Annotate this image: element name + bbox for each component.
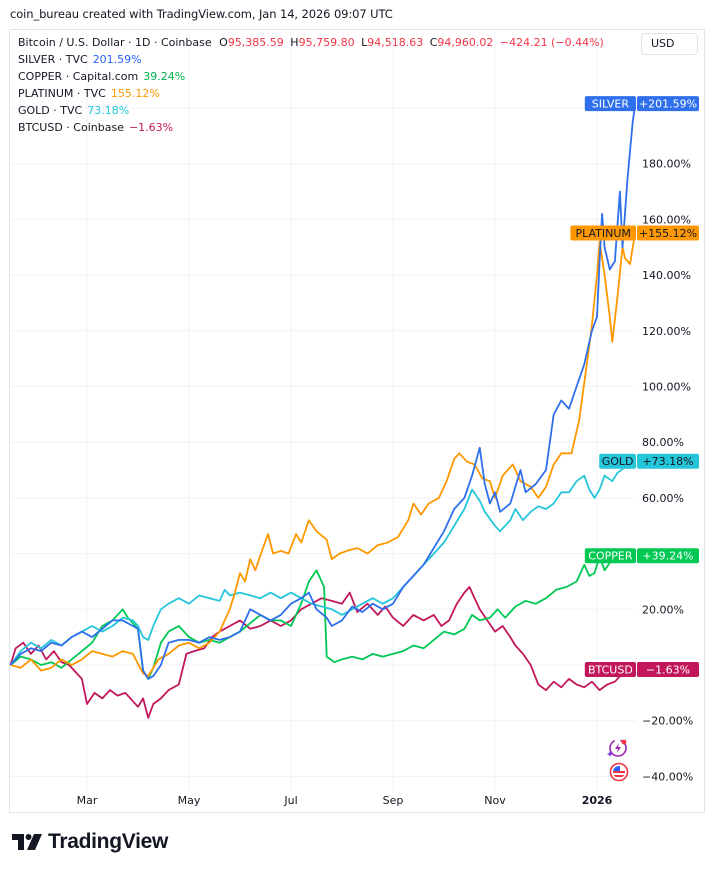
price-tag-gold: GOLD +73.18% bbox=[599, 453, 699, 469]
y-axis: 180.00% 160.00% 140.00% 120.00% 100.00% 80.00… bbox=[635, 30, 693, 790]
legend-value: −1.63% bbox=[128, 121, 174, 134]
series-line-gold[interactable] bbox=[9, 460, 636, 666]
y-tick-label: 180.00% bbox=[642, 158, 691, 171]
tag-value-box bbox=[637, 662, 699, 678]
low-value: 94,518.63 bbox=[367, 36, 424, 49]
legend-main-symbol[interactable]: Bitcoin / U.S. Dollar · 1D · Coinbase O9… bbox=[18, 34, 604, 51]
tag-name-box bbox=[584, 662, 636, 678]
price-tag-btcusd: BTCUSD −1.63% bbox=[584, 662, 699, 678]
tag-name-box bbox=[584, 96, 636, 112]
legend-label: PLATINUM · TVC bbox=[18, 87, 106, 100]
legend-label: SILVER · TVC bbox=[18, 53, 88, 66]
low-key: L bbox=[361, 36, 368, 49]
legend-label: BTCUSD · Coinbase bbox=[18, 121, 124, 134]
tag-name: SILVER bbox=[592, 98, 630, 111]
y-tick-label: −40.00% bbox=[642, 770, 693, 783]
tag-name-box bbox=[570, 225, 636, 241]
y-tick-label: 120.00% bbox=[642, 325, 691, 338]
y-tick-label: 140.00% bbox=[642, 269, 691, 282]
main-symbol-label: Bitcoin / U.S. Dollar · 1D · Coinbase bbox=[18, 36, 212, 49]
y-tick-label: 80.00% bbox=[642, 436, 684, 449]
tag-value-box bbox=[637, 453, 699, 469]
logo-text: TradingView bbox=[48, 830, 169, 853]
tradingview-logo-icon bbox=[12, 834, 42, 850]
high-value: 95,759.80 bbox=[298, 36, 355, 49]
series-line-silver[interactable] bbox=[9, 103, 637, 680]
open-value: 95,385.59 bbox=[227, 36, 284, 49]
y-tick-label: −20.00% bbox=[642, 715, 693, 728]
price-tag-platinum: PLATINUM +155.12% bbox=[570, 225, 699, 241]
tag-value: +73.18% bbox=[642, 455, 693, 468]
legend-item-silver[interactable]: SILVER · TVC 201.59% bbox=[18, 51, 604, 68]
tradingview-logo[interactable]: TradingView bbox=[12, 830, 168, 854]
tag-value-box bbox=[637, 548, 699, 564]
x-tick-label: Nov bbox=[484, 794, 506, 807]
series-line-copper[interactable] bbox=[9, 554, 636, 680]
legend-label: COPPER · Capital.com bbox=[18, 70, 139, 83]
tag-value-box bbox=[637, 225, 699, 241]
legend-item-btcusd[interactable]: BTCUSD · Coinbase −1.63% bbox=[18, 119, 604, 136]
series-lines bbox=[9, 103, 637, 719]
legend-item-platinum[interactable]: PLATINUM · TVC 155.12% bbox=[18, 85, 604, 102]
chart-attribution-title: coin_bureau created with TradingView.com… bbox=[10, 7, 393, 21]
price-tag-copper: COPPER +39.24% bbox=[584, 548, 699, 564]
y-tick-label: 20.00% bbox=[642, 603, 684, 616]
tag-name: GOLD bbox=[602, 455, 634, 468]
tag-name-box bbox=[599, 453, 636, 469]
series-line-btcusd[interactable] bbox=[9, 586, 636, 719]
tag-value: +201.59% bbox=[639, 98, 697, 111]
chart-legend: Bitcoin / U.S. Dollar · 1D · Coinbase O9… bbox=[18, 34, 604, 136]
x-tick-label: Jul bbox=[283, 794, 297, 807]
legend-value: 39.24% bbox=[143, 70, 186, 83]
price-tag-silver: SILVER +201.59% bbox=[584, 96, 699, 112]
tag-value: +155.12% bbox=[639, 227, 697, 240]
us-flag-icon[interactable] bbox=[609, 762, 629, 782]
tag-value: −1.63% bbox=[646, 664, 690, 677]
legend-value: 155.12% bbox=[110, 87, 160, 100]
legend-value: 201.59% bbox=[92, 53, 142, 66]
open-key: O bbox=[219, 36, 228, 49]
tag-name: BTCUSD bbox=[588, 664, 633, 677]
y-tick-label: 160.00% bbox=[642, 213, 691, 226]
x-tick-label: Mar bbox=[77, 794, 98, 807]
y-tick-label: 100.00% bbox=[642, 381, 691, 394]
tag-name-box bbox=[584, 548, 636, 564]
x-tick-label: 2026 bbox=[582, 794, 613, 807]
currency-button[interactable]: USD bbox=[641, 33, 698, 55]
tag-name: COPPER bbox=[588, 550, 633, 563]
series-price-tags: SILVER +201.59% PLATINUM +155.12% GOLD +73.18… bbox=[570, 96, 699, 678]
y-tick-label: 60.00% bbox=[642, 492, 684, 505]
x-tick-label: May bbox=[178, 794, 201, 807]
high-key: H bbox=[290, 36, 299, 49]
grid-lines bbox=[10, 30, 636, 790]
tag-value: +39.24% bbox=[642, 550, 693, 563]
chart-frame bbox=[9, 29, 705, 813]
x-axis: Mar May Jul Sep Nov 2026 bbox=[77, 794, 613, 807]
close-value: 94,960.02 bbox=[437, 36, 494, 49]
close-key: C bbox=[429, 36, 438, 49]
change-value: −424.21 (−0.44%) bbox=[499, 36, 604, 49]
lightning-sparkle-icon[interactable] bbox=[607, 739, 627, 757]
tag-value-box bbox=[637, 96, 699, 112]
x-tick-label: Sep bbox=[383, 794, 404, 807]
legend-item-gold[interactable]: GOLD · TVC 73.18% bbox=[18, 102, 604, 119]
legend-value: 73.18% bbox=[87, 104, 130, 117]
tag-name: PLATINUM bbox=[575, 227, 630, 240]
legend-label: GOLD · TVC bbox=[18, 104, 83, 117]
legend-item-copper[interactable]: COPPER · Capital.com 39.24% bbox=[18, 68, 604, 85]
chart-icons bbox=[607, 739, 629, 782]
